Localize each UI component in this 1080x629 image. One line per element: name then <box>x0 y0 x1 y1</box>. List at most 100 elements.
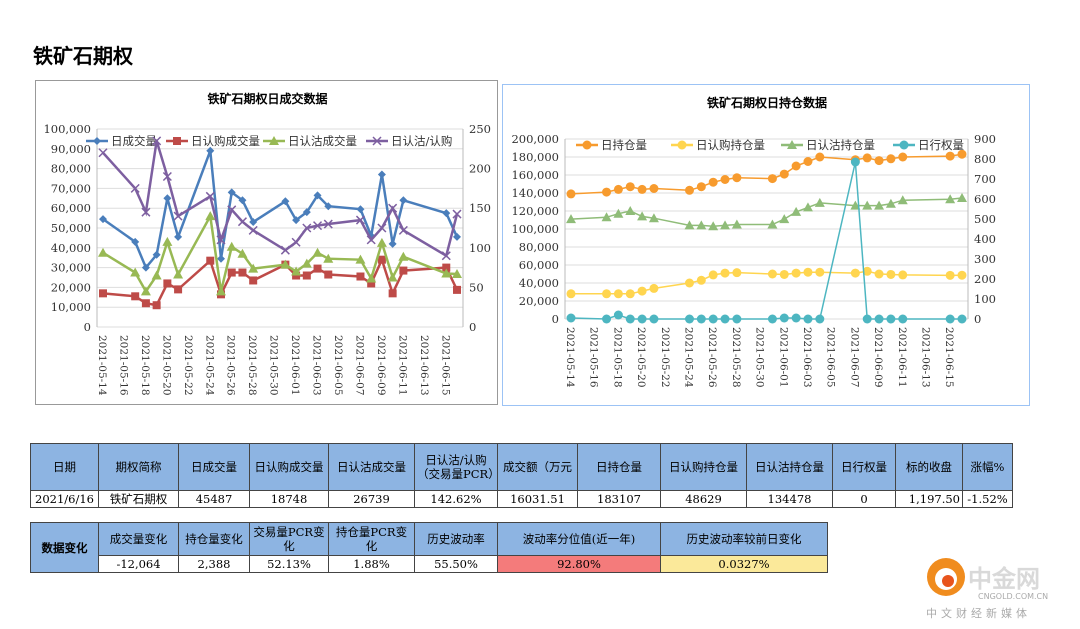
data-point <box>898 270 908 280</box>
x-tick-label: 2021-06-07 <box>353 335 365 396</box>
data-point <box>945 270 955 280</box>
data-point <box>281 197 290 206</box>
data-point <box>850 157 860 167</box>
header-cell: 日认购成交量 <box>249 443 329 491</box>
data-point <box>313 191 322 200</box>
data-point <box>649 184 659 193</box>
data-point <box>945 151 955 161</box>
data-point <box>732 314 742 324</box>
x-tick-label: 2021-05-18 <box>139 335 151 396</box>
data-point <box>850 200 861 210</box>
x-tick-label: 2021-06-13 <box>919 327 931 388</box>
data-point <box>442 209 451 218</box>
data-point <box>696 275 706 285</box>
data-point <box>945 194 956 204</box>
y2-tick-label: 150 <box>469 201 491 215</box>
data-point <box>886 314 896 324</box>
page-title: 铁矿石期权 <box>33 44 133 68</box>
data-point <box>602 289 612 299</box>
data-point <box>377 223 387 233</box>
data-point <box>862 266 872 276</box>
x-tick-label: 2021-05-30 <box>268 335 280 396</box>
legend-label: 日认购持仓量 <box>696 138 765 152</box>
header-cell: 成交量变化 <box>98 522 179 556</box>
data-point <box>874 269 884 279</box>
header-cell: 日认沽/认购（交易量PCR） <box>414 443 498 491</box>
data-point <box>862 314 872 324</box>
data-point <box>206 256 215 265</box>
data-point <box>217 254 225 263</box>
data-point <box>625 314 635 324</box>
y-tick-label: 100,000 <box>43 122 91 136</box>
data-point <box>173 211 183 221</box>
data-point <box>897 195 908 205</box>
data-point <box>874 156 884 166</box>
y-tick-label: 180,000 <box>511 150 559 164</box>
x-tick-label: 2021-05-28 <box>730 327 742 388</box>
y-tick-label: 30,000 <box>51 261 91 275</box>
y2-tick-label: 200 <box>469 162 491 176</box>
y2-tick-label: 200 <box>974 272 996 286</box>
data-point <box>613 289 623 299</box>
legend-marker <box>787 140 797 149</box>
header-cell: 日认购持仓量 <box>660 443 747 491</box>
data-point <box>302 223 312 233</box>
data-point <box>886 269 896 279</box>
daily-open-interest-chart: 铁矿石期权日持仓数据 0 20,000 40,000 60,000 80,000 100,0… <box>502 84 1030 406</box>
header-cell: 日期 <box>30 443 99 491</box>
y-tick-label: 160,000 <box>511 168 559 182</box>
data-point <box>291 266 302 276</box>
y2-tick-label: 800 <box>974 152 996 166</box>
cell-hist-vol: 55.50% <box>414 555 498 573</box>
data-point <box>366 235 376 245</box>
data-point <box>767 314 777 324</box>
data-point <box>779 269 789 279</box>
data-point <box>323 219 333 229</box>
x-tick-label: 2021-05-24 <box>682 327 694 388</box>
x-tick-label: 2021-05-20 <box>635 327 647 388</box>
cell-date: 2021/6/16 <box>30 490 99 508</box>
data-point <box>684 314 694 324</box>
cell-put-oi: 134478 <box>746 490 833 508</box>
legend-marker <box>173 137 181 145</box>
data-point <box>637 286 647 296</box>
data-point <box>637 211 648 221</box>
y-tick-label: 40,000 <box>519 276 559 290</box>
data-point <box>312 247 323 257</box>
table-header-row: 日期 期权简称 日成交量 日认购成交量 日认沽成交量 日认沽/认购（交易量PCR… <box>30 443 1013 491</box>
data-point <box>399 196 408 205</box>
y2-tick-label: 50 <box>469 280 484 294</box>
data-point <box>566 214 576 224</box>
data-point <box>356 205 365 214</box>
data-point <box>791 268 801 278</box>
y2-tick-label: 0 <box>974 312 981 326</box>
data-point <box>366 273 377 283</box>
data-point <box>162 171 172 182</box>
data-point <box>566 313 576 323</box>
header-cell: 成交额（万元 <box>497 443 578 491</box>
data-point <box>637 314 647 324</box>
y2-tick-label: 500 <box>974 212 996 226</box>
cell-change: -1.52% <box>962 490 1013 508</box>
y-tick-label: 200,000 <box>511 132 559 146</box>
x-tick-label: 2021-06-11 <box>896 327 908 388</box>
data-point <box>130 267 141 277</box>
data-point <box>613 184 623 194</box>
x-tick-label: 2021-06-05 <box>825 327 837 388</box>
data-point <box>779 169 789 179</box>
legend-label: 日成交量 <box>111 134 157 148</box>
x-tick-label: 2021-05-20 <box>160 335 172 396</box>
data-point <box>99 215 107 224</box>
data-point <box>324 202 333 211</box>
legend-label: 日行权量 <box>918 138 964 152</box>
data-point <box>237 217 247 227</box>
data-point <box>376 237 387 247</box>
data-point <box>205 191 215 201</box>
data-point <box>313 221 323 231</box>
data-point <box>216 286 226 296</box>
header-cell: 标的收盘 <box>895 443 963 491</box>
x-tick-label: 2021-06-05 <box>332 335 344 396</box>
data-point <box>173 269 184 279</box>
header-cell: 交易量PCR变化 <box>249 522 329 556</box>
cell-put-volume: 26739 <box>328 490 415 508</box>
